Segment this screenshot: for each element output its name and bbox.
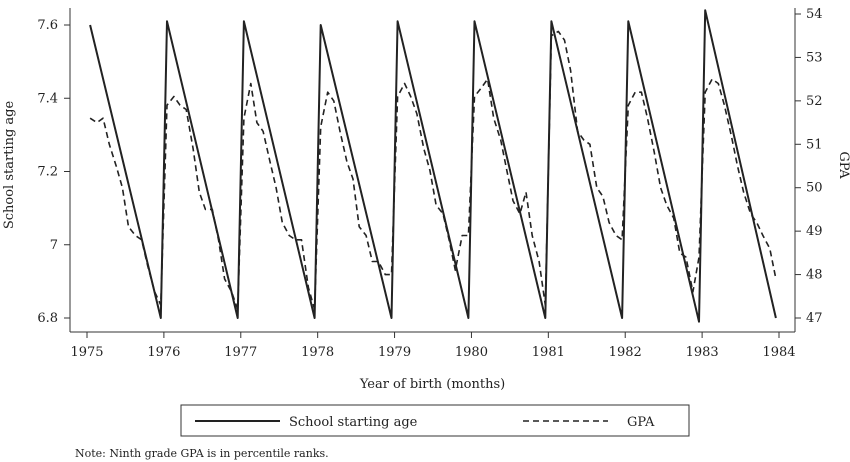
y-right-tick-label: 47 [806,311,823,326]
x-tick-label: 1976 [147,345,180,360]
x-tick-label: 1983 [686,345,719,360]
y-right-tick-label: 48 [806,268,823,283]
series-group [89,9,777,323]
series-line-gpa [89,30,777,311]
y-right-axis-title: GPA [836,151,850,179]
x-tick-label: 1984 [762,345,795,360]
y-right-tick-label: 51 [806,137,823,152]
axes-group: 1975 1976 1977 1978 1979 1980 1981 1982 1983 1984… [2,7,850,392]
y-left-tick-label: 7.2 [37,165,58,180]
legend-group: School starting age GPA [180,404,690,437]
y-right-tick-label: 49 [806,224,823,239]
y-right-tick-label: 50 [806,181,823,196]
y-right-tick-label: 53 [806,50,823,65]
x-tick-label: 1979 [378,345,411,360]
y-right-tick-label: 54 [806,7,823,22]
y-left-tick-label: 7 [50,238,58,253]
legend-label: School starting age [289,415,418,430]
y-left-axis-title: School starting age [2,101,17,230]
x-tick-label: 1975 [70,345,103,360]
y-right-tick-label: 52 [806,94,823,109]
x-tick-label: 1982 [609,345,642,360]
y-left-tick-label: 6.8 [37,311,58,326]
x-tick-label: 1981 [532,345,565,360]
x-axis-title: Year of birth (months) [359,377,505,392]
y-left-tick-label: 7.6 [37,18,58,33]
y-left-tick-label: 7.4 [37,91,58,106]
legend-label: GPA [627,415,655,430]
figure-note: Note: Ninth grade GPA is in percentile r… [75,447,329,460]
x-tick-label: 1980 [455,345,488,360]
x-tick-label: 1978 [301,345,334,360]
series-line-school-starting-age [89,9,777,323]
x-tick-label: 1977 [224,345,257,360]
